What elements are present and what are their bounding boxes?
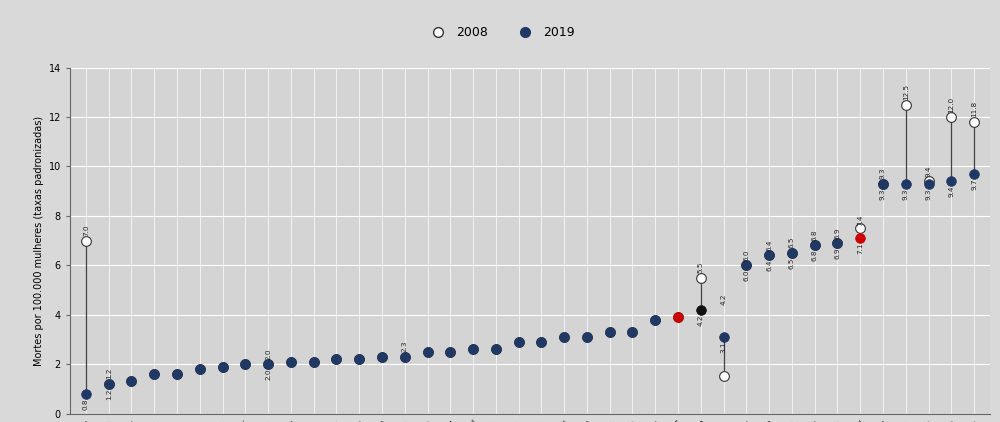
Text: 3.1: 3.1: [721, 341, 727, 353]
Text: 9.3: 9.3: [880, 188, 886, 200]
Text: 9.4: 9.4: [948, 186, 954, 197]
Text: 4.2: 4.2: [721, 294, 727, 305]
Text: 2.3: 2.3: [402, 341, 408, 352]
Text: 6.8: 6.8: [812, 250, 818, 262]
Y-axis label: Mortes por 100.000 mulheres (taxas padronizadas): Mortes por 100.000 mulheres (taxas padro…: [34, 116, 44, 365]
Text: 11.8: 11.8: [971, 101, 977, 117]
Text: 12.0: 12.0: [948, 96, 954, 113]
Text: 0.8: 0.8: [83, 398, 89, 410]
Text: 7.1: 7.1: [857, 243, 863, 254]
Text: 1.2: 1.2: [106, 368, 112, 379]
Text: 9.3: 9.3: [880, 168, 886, 179]
Text: 12.5: 12.5: [903, 84, 909, 100]
Text: 6.0: 6.0: [743, 270, 749, 281]
Text: 6.9: 6.9: [834, 227, 840, 238]
Text: 4.2: 4.2: [698, 314, 704, 326]
Text: 6.5: 6.5: [789, 237, 795, 249]
Text: 9.7: 9.7: [971, 178, 977, 190]
Text: 6.4: 6.4: [766, 260, 772, 271]
Text: 6.4: 6.4: [766, 239, 772, 251]
Text: 2.0: 2.0: [265, 368, 271, 380]
Text: 9.3: 9.3: [903, 188, 909, 200]
Text: 9.4: 9.4: [926, 165, 932, 177]
Text: 9.3: 9.3: [926, 188, 932, 200]
Text: 6.8: 6.8: [812, 230, 818, 241]
Text: 5.5: 5.5: [698, 262, 704, 273]
Text: 6.0: 6.0: [743, 249, 749, 261]
Text: 2.0: 2.0: [265, 348, 271, 360]
Text: 7.0: 7.0: [83, 225, 89, 236]
Text: 6.9: 6.9: [834, 247, 840, 259]
Text: 1.2: 1.2: [106, 388, 112, 400]
Text: 7.4: 7.4: [857, 215, 863, 226]
Text: 6.5: 6.5: [789, 257, 795, 269]
Legend: 2008, 2019: 2008, 2019: [421, 22, 579, 44]
